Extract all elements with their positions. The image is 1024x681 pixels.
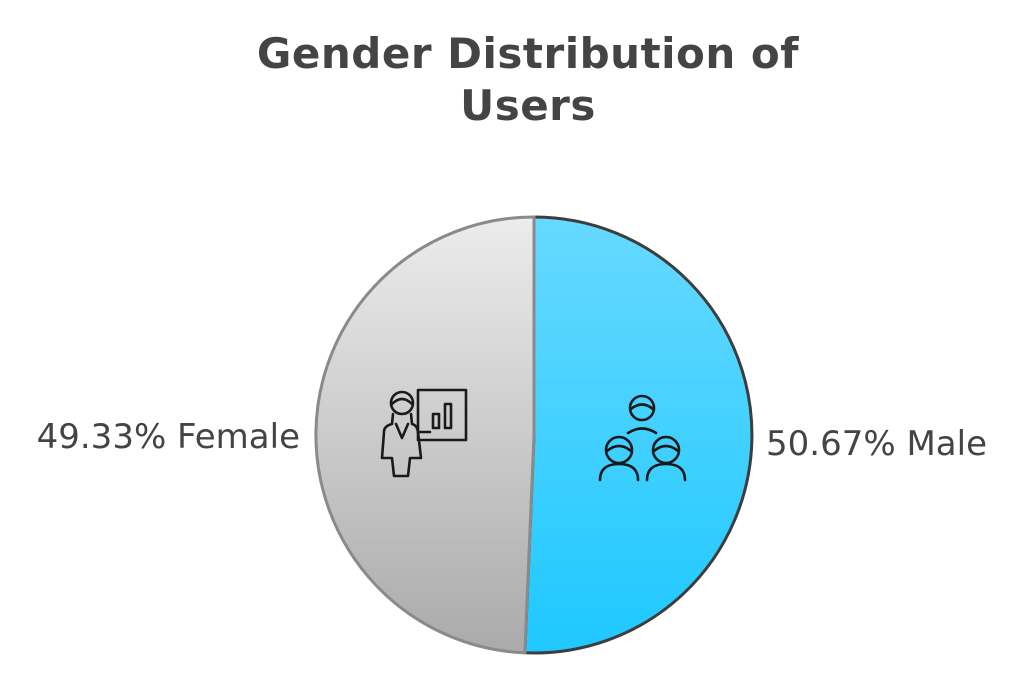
chart-title: Gender Distribution of Users (0, 28, 1024, 132)
pie-slice-male (523, 215, 754, 655)
slice-label-female: 49.33% Female (37, 417, 300, 457)
slice-label-male: 50.67% Male (766, 424, 987, 464)
woman-presenting-chart-icon (380, 388, 468, 478)
chart-title-line-2: Users (460, 81, 596, 130)
pie-slice-female (314, 215, 536, 655)
chart-title-line-1: Gender Distribution of (256, 29, 800, 78)
group-of-people-icon (598, 394, 687, 482)
